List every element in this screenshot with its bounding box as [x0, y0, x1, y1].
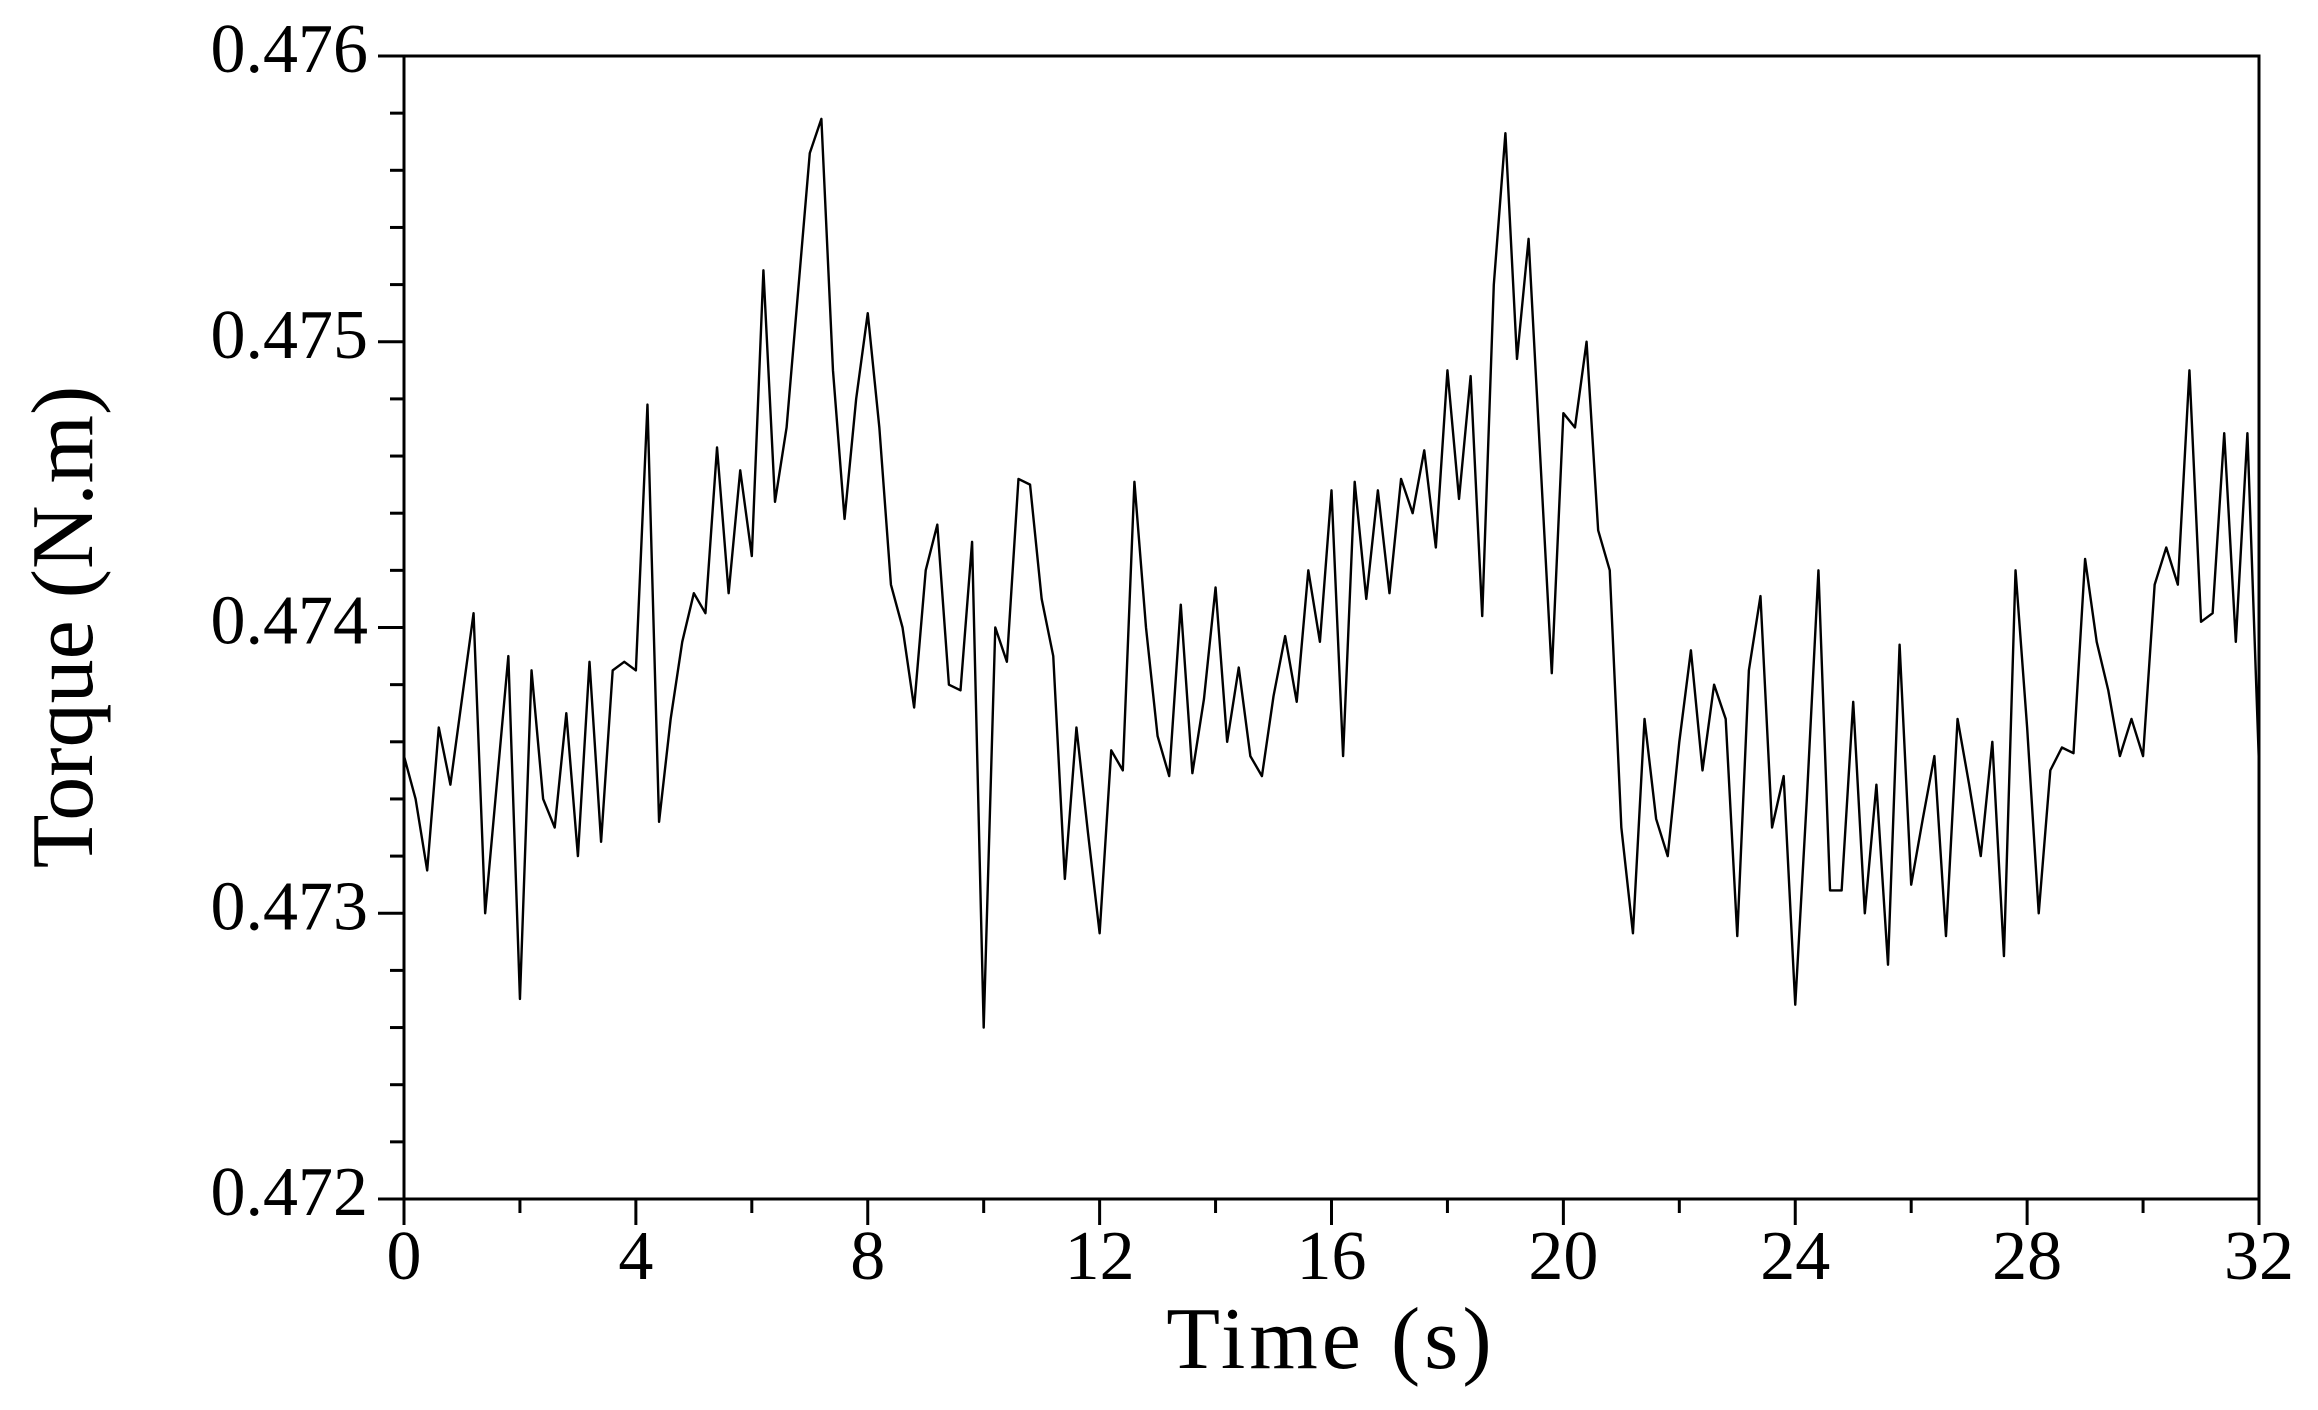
- x-tick-label: 24: [1760, 1218, 1830, 1295]
- y-tick-label: 0.476: [211, 11, 369, 88]
- x-tick-label: 20: [1528, 1218, 1598, 1295]
- y-tick-label: 0.473: [211, 868, 369, 945]
- x-tick-label: 12: [1065, 1218, 1135, 1295]
- x-axis-label: Time (s): [1166, 1291, 1495, 1388]
- x-tick-label: 8: [850, 1218, 885, 1295]
- x-tick-label: 0: [387, 1218, 422, 1295]
- x-tick-label: 32: [2224, 1218, 2294, 1295]
- data-line: [402, 117, 2261, 1029]
- y-tick-label: 0.472: [211, 1154, 369, 1231]
- x-tick-label: 4: [618, 1218, 653, 1295]
- x-tick-label: 28: [1992, 1218, 2062, 1295]
- x-tick-label: 16: [1297, 1218, 1367, 1295]
- y-axis-label: Torque (N.m): [15, 386, 112, 869]
- y-tick-label: 0.475: [211, 297, 369, 374]
- y-tick-label: 0.474: [211, 583, 369, 660]
- plot-frame: [402, 54, 2261, 1201]
